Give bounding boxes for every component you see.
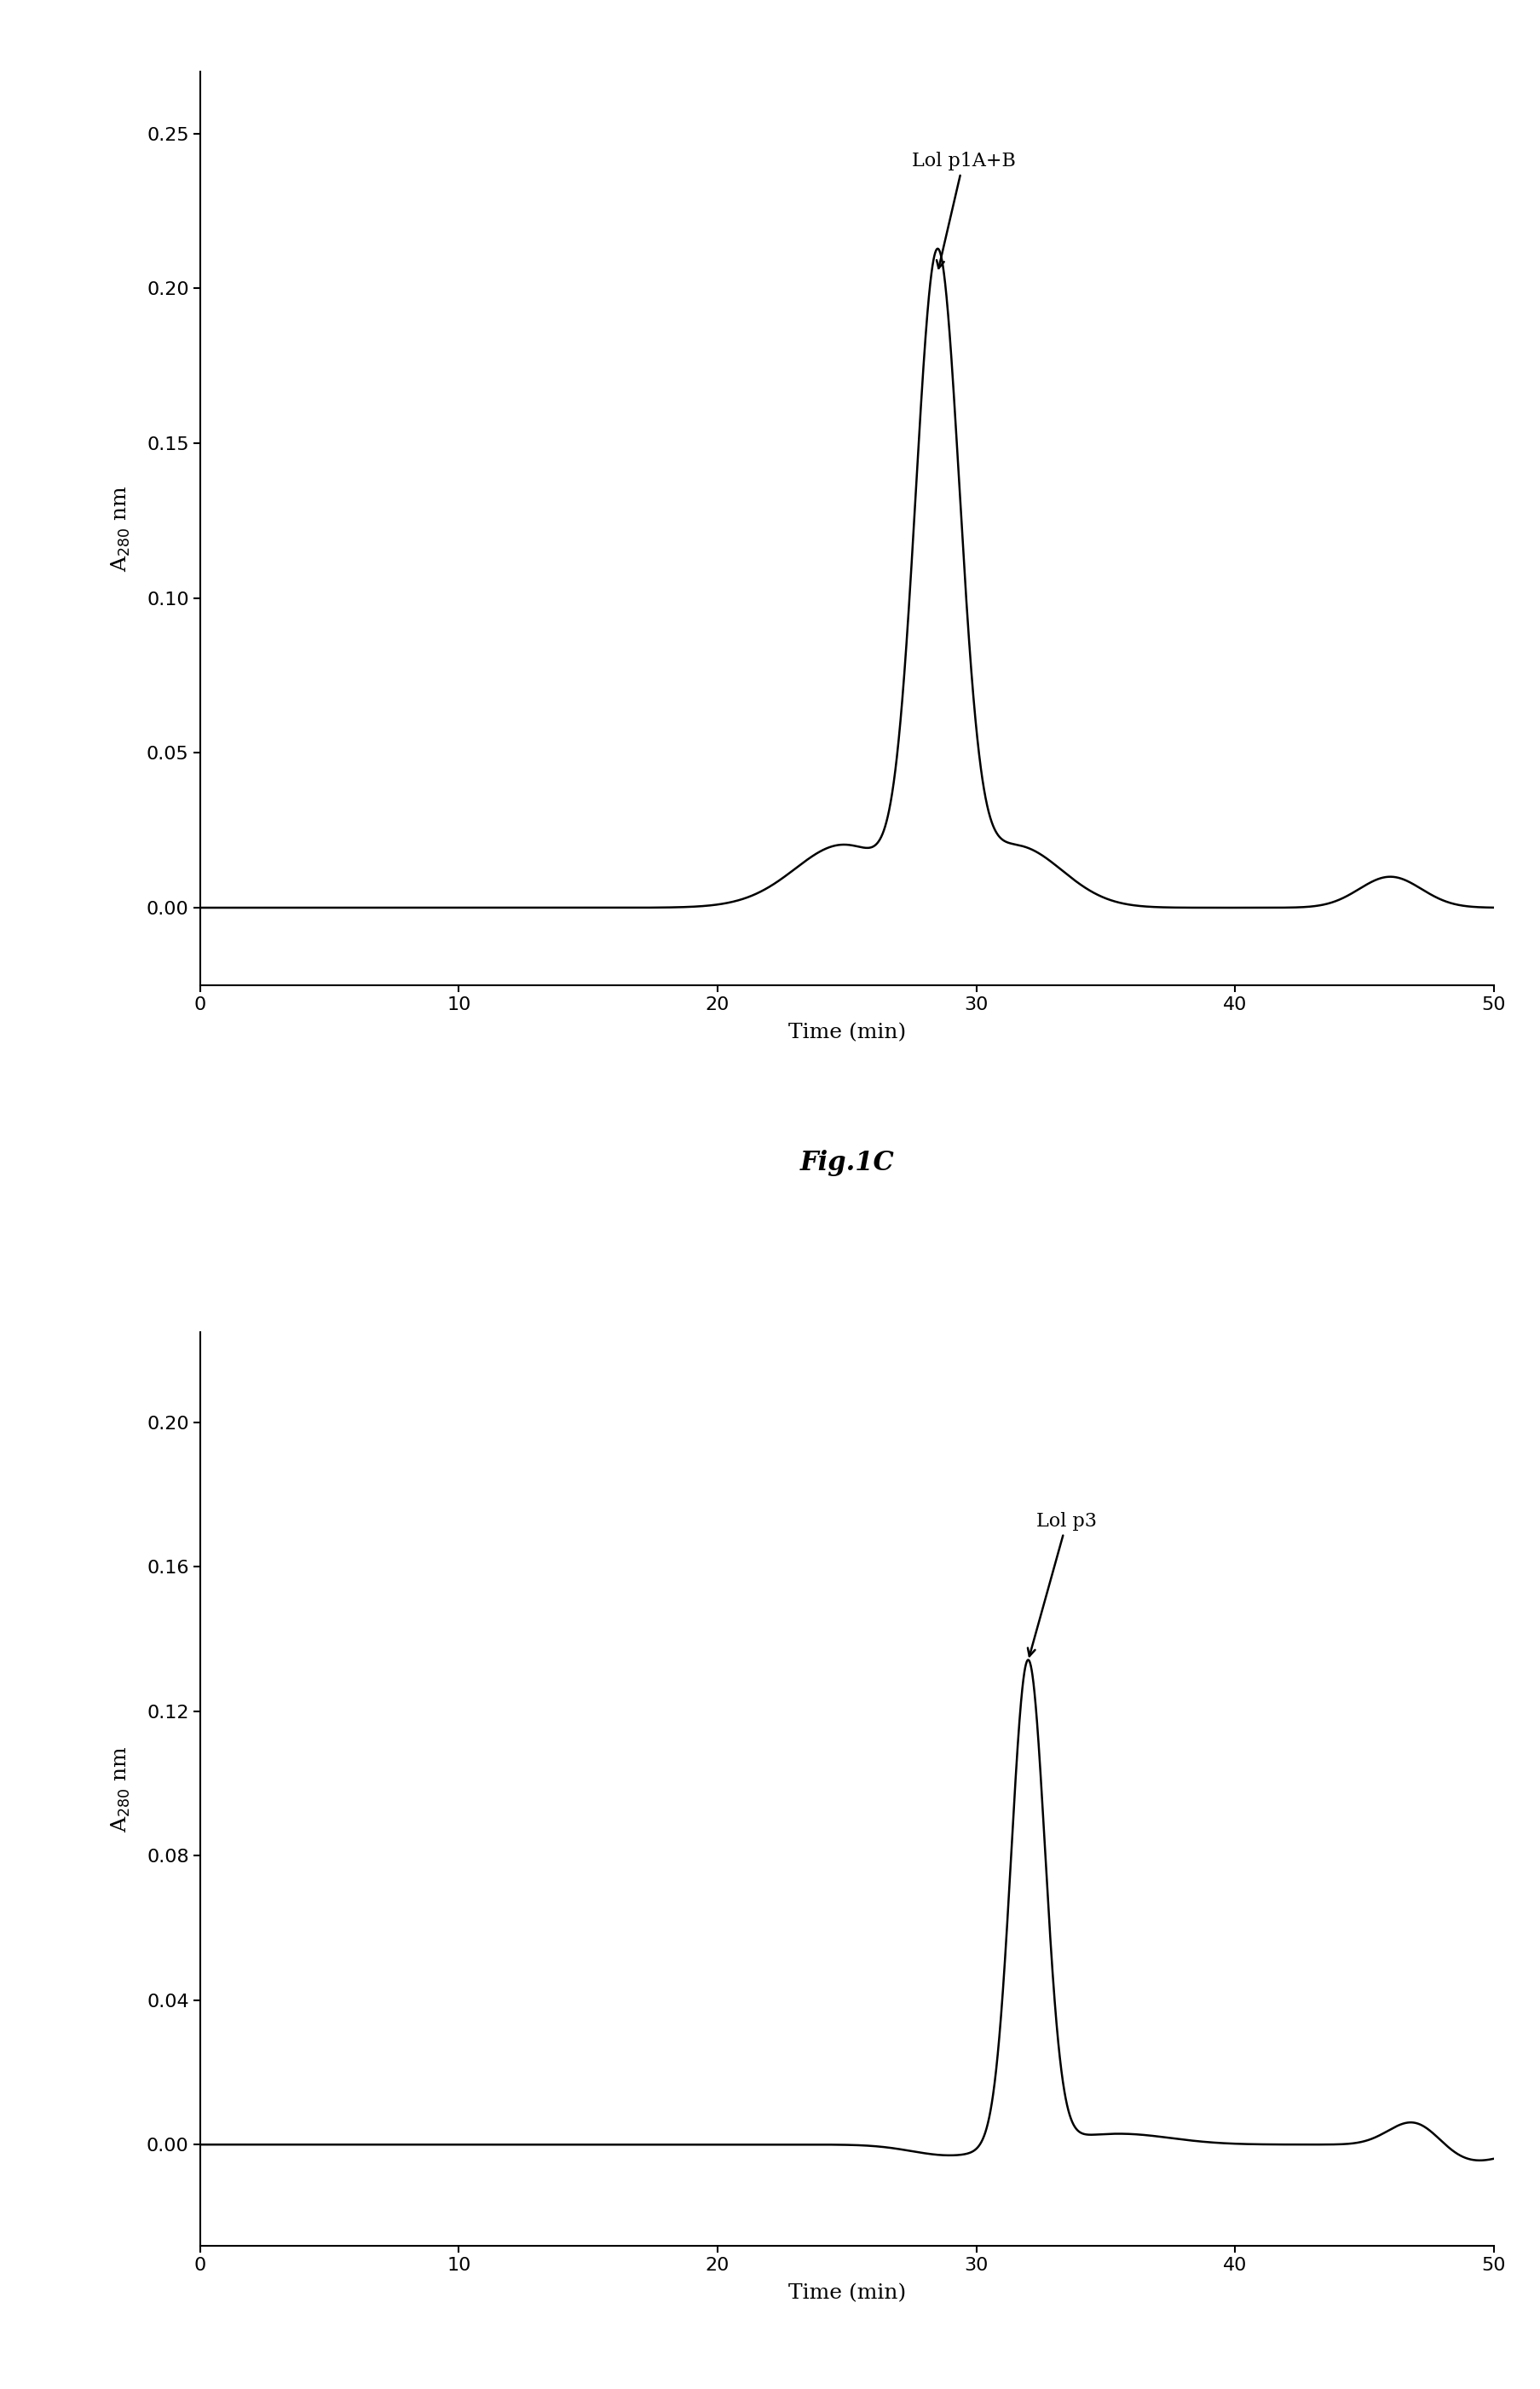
Text: Lol p1A+B: Lol p1A+B <box>912 153 1015 268</box>
X-axis label: Time (min): Time (min) <box>788 2284 906 2303</box>
Text: Lol p3: Lol p3 <box>1027 1512 1096 1656</box>
X-axis label: Time (min): Time (min) <box>788 1022 906 1042</box>
Y-axis label: A$_{280}$ nm: A$_{280}$ nm <box>109 1746 132 1832</box>
Y-axis label: A$_{280}$ nm: A$_{280}$ nm <box>109 485 132 571</box>
Text: Fig.1C: Fig.1C <box>799 1149 895 1175</box>
